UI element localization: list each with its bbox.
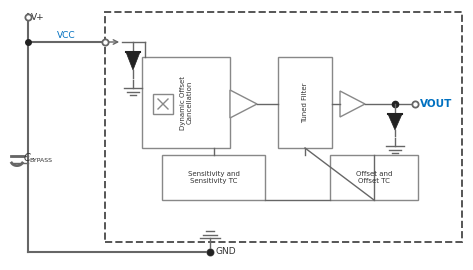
Text: VCC: VCC — [57, 31, 75, 40]
Text: Tuned Filter: Tuned Filter — [302, 82, 308, 123]
Polygon shape — [340, 91, 365, 117]
Bar — [153, 94, 173, 114]
Bar — [330, 155, 418, 200]
Text: V+: V+ — [31, 13, 44, 22]
Polygon shape — [388, 114, 402, 130]
Text: Dynamic Offset
Cancellation: Dynamic Offset Cancellation — [179, 76, 193, 130]
Text: BYPASS: BYPASS — [29, 158, 52, 164]
Text: Offset and
Offset TC: Offset and Offset TC — [356, 171, 392, 184]
Bar — [162, 155, 265, 200]
Bar — [105, 12, 462, 242]
Polygon shape — [126, 52, 140, 70]
Polygon shape — [230, 90, 257, 118]
Bar — [278, 57, 332, 148]
Text: VOUT: VOUT — [420, 99, 452, 109]
Text: C: C — [24, 153, 31, 163]
Text: Sensitivity and
Sensitivity TC: Sensitivity and Sensitivity TC — [188, 171, 239, 184]
Text: GND: GND — [215, 248, 236, 256]
Bar — [142, 57, 230, 148]
